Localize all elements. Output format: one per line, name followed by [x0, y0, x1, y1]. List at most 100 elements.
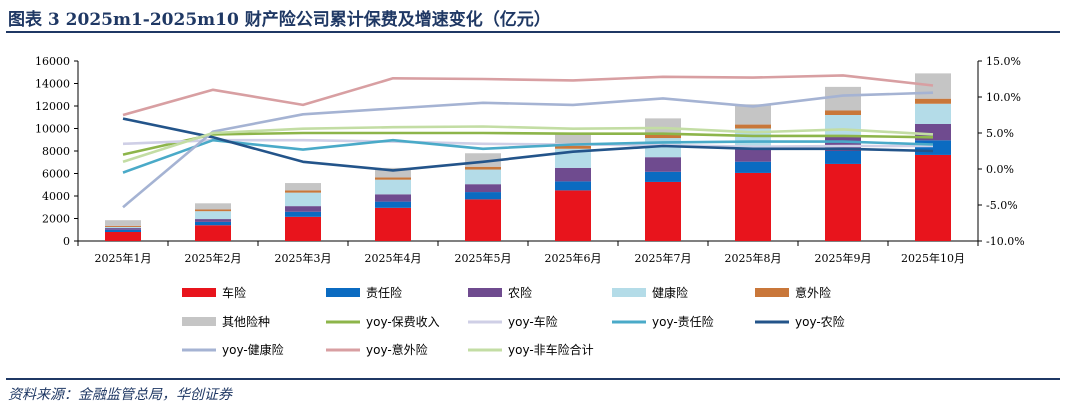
x-tick-label: 2025年1月 [95, 251, 152, 265]
bar-农险 [465, 184, 501, 193]
bar-农险 [375, 194, 411, 202]
footer-rule [6, 378, 1060, 380]
bar-车险 [735, 172, 771, 241]
line-yoy-责任险 [122, 138, 934, 174]
x-tick-label: 2025年7月 [635, 251, 692, 265]
legend-item-农险: 农险 [468, 285, 532, 300]
bar-车险 [465, 199, 501, 241]
legend-swatch [612, 288, 646, 297]
y2-tick-label: -10.0% [986, 235, 1025, 248]
y2-tick-label: 10.0% [986, 91, 1021, 104]
x-tick-label: 2025年8月 [725, 251, 782, 265]
legend-swatch [182, 317, 216, 326]
y-tick-label: 14000 [35, 78, 70, 91]
legend-label: yoy-健康险 [222, 342, 284, 357]
bar-意外险 [105, 225, 141, 227]
y-tick-label: 8000 [42, 145, 70, 158]
legend-label: 其他险种 [222, 314, 270, 329]
bar-其他险种 [285, 183, 321, 191]
legend-label: yoy-责任险 [652, 314, 714, 329]
x-tick-label: 2025年5月 [455, 251, 512, 265]
bar-其他险种 [195, 203, 231, 210]
y-tick-label: 16000 [35, 55, 70, 68]
legend-item-健康险: 健康险 [612, 285, 688, 300]
bar-责任险 [555, 181, 591, 191]
bar-健康险 [375, 179, 411, 195]
bar-健康险 [285, 192, 321, 207]
bar-责任险 [195, 221, 231, 226]
y-tick-label: 2000 [42, 213, 70, 226]
bar-意外险 [375, 177, 411, 180]
bar-其他险种 [375, 167, 411, 178]
legend-label: 责任险 [366, 285, 402, 300]
y-tick-label: 6000 [42, 168, 70, 181]
bar-农险 [105, 228, 141, 230]
bar-车险 [195, 225, 231, 241]
y2-tick-label: 0.0% [986, 163, 1014, 176]
bar-责任险 [645, 171, 681, 182]
legend-label: yoy-保费收入 [366, 315, 440, 329]
line-yoy-农险 [122, 117, 934, 172]
y-tick-label: 0 [63, 235, 70, 248]
bar-责任险 [465, 192, 501, 200]
y2-tick-label: 5.0% [986, 127, 1014, 140]
x-tick-label: 2025年6月 [545, 251, 602, 265]
bar-车险 [645, 181, 681, 241]
line-yoy-保费收入 [122, 131, 934, 156]
legend-swatch [182, 288, 216, 297]
bar-意外险 [555, 145, 591, 149]
bar-意外险 [645, 134, 681, 139]
legend-label: 健康险 [652, 285, 688, 300]
legend-item-责任险: 责任险 [326, 285, 402, 300]
bar-其他险种 [555, 133, 591, 146]
y2-tick-label: 15.0% [986, 55, 1021, 68]
bar-农险 [645, 157, 681, 172]
x-tick-label: 2025年9月 [815, 251, 872, 265]
title-rule [6, 31, 1060, 33]
bar-车险 [375, 207, 411, 241]
x-tick-label: 2025年10月 [901, 251, 965, 265]
bar-车险 [285, 216, 321, 241]
premium-chart: 0 2000 4000 6000 8000 10000 12000 14000 16000 -10… [35, 55, 1025, 357]
bar-责任险 [285, 211, 321, 217]
bar-意外险 [735, 124, 771, 129]
bar-责任险 [915, 140, 951, 155]
tick-labels: 0 2000 4000 6000 8000 10000 12000 14000 16000 -10… [35, 55, 1025, 265]
legend-item-yoy-意外险: yoy-意外险 [326, 342, 428, 357]
y-tick-label: 12000 [35, 100, 70, 113]
bar-车险 [825, 163, 861, 241]
legend-swatch [326, 288, 360, 297]
legend-item-yoy-责任险: yoy-责任险 [612, 314, 714, 329]
bar-农险 [555, 167, 591, 182]
legend-item-其他险种: 其他险种 [182, 314, 270, 329]
legend-item-yoy-农险: yoy-农险 [755, 314, 845, 329]
source-note: 资料来源：金融监管总局，华创证券 [8, 387, 232, 403]
y2-tick-label: -5.0% [986, 199, 1018, 212]
legend-item-yoy-健康险: yoy-健康险 [182, 342, 284, 357]
bar-责任险 [105, 229, 141, 232]
bar-意外险 [825, 110, 861, 115]
bar-责任险 [825, 151, 861, 164]
y-tick-label: 4000 [42, 190, 70, 203]
legend-item-车险: 车险 [182, 285, 246, 300]
x-tick-label: 2025年4月 [365, 251, 422, 265]
lines [122, 74, 934, 209]
line-yoy-健康险 [122, 91, 934, 209]
bar-健康险 [195, 211, 231, 220]
y-tick-label: 10000 [35, 123, 70, 136]
legend-label: 意外险 [795, 285, 831, 300]
legend-label: yoy-非车险合计 [508, 342, 594, 357]
bar-车险 [105, 232, 141, 241]
bar-农险 [735, 146, 771, 162]
x-tick-label: 2025年2月 [185, 251, 242, 265]
bar-其他险种 [105, 220, 141, 226]
line-yoy-车险 [122, 138, 933, 148]
line-yoy-意外险 [122, 74, 934, 117]
bar-车险 [915, 154, 951, 241]
legend-label: 车险 [222, 285, 246, 300]
bar-健康险 [915, 103, 951, 124]
bar-意外险 [465, 166, 501, 170]
bar-意外险 [195, 209, 231, 212]
legend-item-yoy-车险: yoy-车险 [468, 314, 558, 329]
